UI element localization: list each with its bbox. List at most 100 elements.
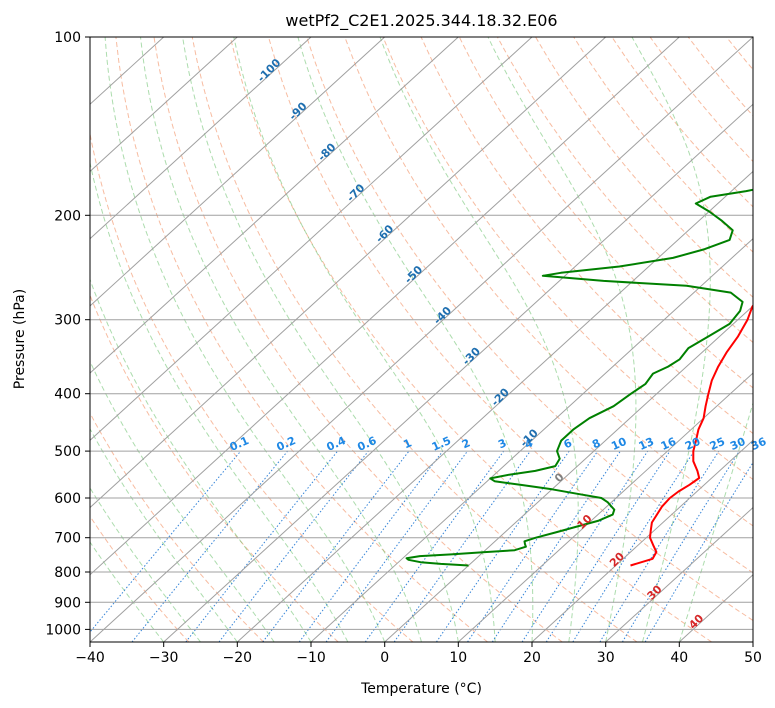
isotherm-label: 20	[607, 549, 627, 569]
dry-adiabat	[535, 37, 753, 298]
isotherm	[90, 37, 680, 576]
y-axis-label: Pressure (hPa)	[12, 289, 28, 389]
x-tick-label: 40	[670, 650, 688, 666]
mixing-ratio-line	[435, 450, 570, 642]
dry-adiabat	[153, 37, 563, 642]
moist-adiabat	[90, 360, 275, 642]
profile-line	[630, 304, 753, 567]
moist-adiabat	[182, 37, 459, 642]
mixing-ratio-line	[572, 450, 695, 642]
dry-adiabat	[726, 37, 753, 71]
mixing-ratio-label: 8	[590, 436, 602, 451]
dry-adiabat	[115, 37, 488, 642]
moist-adiabat	[90, 278, 312, 642]
profile-line	[405, 188, 753, 567]
isotherm	[90, 37, 607, 509]
isotherm	[752, 641, 753, 642]
mixing-ratio-line	[218, 450, 369, 642]
isotherm	[90, 37, 238, 173]
x-tick-label: 0	[380, 650, 389, 666]
moist-adiabat	[233, 37, 496, 642]
mixing-ratio-label: 16	[659, 435, 679, 453]
mixing-ratio-line	[467, 450, 599, 642]
mixing-ratio-line	[262, 450, 410, 642]
isotherm	[163, 103, 753, 642]
mixing-ratio-label: 10	[609, 435, 629, 453]
isotherm-label: -70	[344, 181, 367, 204]
moist-adiabat	[487, 37, 637, 642]
isotherm-label: -60	[373, 222, 396, 245]
dry-adiabat	[90, 412, 264, 642]
y-tick-label: 100	[54, 30, 81, 46]
y-tick-label: 400	[54, 387, 81, 403]
dry-adiabat	[90, 131, 414, 642]
mixing-ratio-line	[364, 450, 505, 642]
dry-adiabat	[573, 37, 753, 253]
isotherm	[384, 305, 753, 642]
x-tick-label: −10	[296, 650, 326, 666]
y-tick-label: 200	[54, 208, 81, 224]
y-tick-label: 300	[54, 313, 81, 329]
y-tick-label: 700	[54, 531, 81, 547]
isotherm-label: -80	[315, 140, 338, 163]
x-tick-label: −20	[223, 650, 253, 666]
series-layer	[405, 188, 753, 567]
isotherm	[457, 372, 753, 642]
x-tick-label: 30	[597, 650, 615, 666]
chart-title: wetPf2_C2E1.2025.344.18.32.E06	[285, 11, 557, 31]
moist-adiabat	[104, 37, 386, 642]
grid-layer	[90, 37, 775, 642]
dry-adiabat	[382, 37, 753, 481]
mixing-ratio-line	[185, 450, 338, 642]
y-tick-label: 500	[54, 444, 81, 460]
y-tick-label: 600	[54, 491, 81, 507]
mixing-ratio-line	[298, 450, 444, 642]
dry-adiabat	[191, 37, 638, 642]
x-tick-label: −30	[149, 650, 179, 666]
dry-adiabat	[306, 37, 753, 574]
isotherm	[90, 37, 386, 307]
isotherm	[236, 170, 753, 642]
mixing-ratio-line	[325, 450, 468, 642]
moist-adiabat	[379, 37, 579, 642]
mixing-ratio-line	[545, 450, 671, 642]
x-tick-label: 20	[523, 650, 541, 666]
isotherm-label: -50	[402, 263, 425, 286]
isotherm	[605, 506, 753, 642]
isotherm	[310, 237, 753, 642]
isotherm-label: -20	[489, 385, 512, 408]
x-tick-label: 50	[744, 650, 762, 666]
dry-adiabat	[649, 37, 753, 163]
mixing-ratio-line	[644, 461, 753, 642]
moist-adiabat	[631, 37, 711, 642]
moist-adiabat	[678, 401, 753, 642]
mixing-ratio-line	[131, 450, 288, 642]
line-labels: 0.1 0.2 0.4 0.6 1 1.5 2 3 4 6 8 10 13 16 20 25 30 36-100-…	[228, 56, 769, 632]
isotherm	[90, 37, 753, 642]
isotherm	[90, 37, 533, 442]
x-tick-label: −40	[75, 650, 105, 666]
mixing-ratio-line	[491, 450, 621, 642]
mixing-ratio-line	[90, 450, 242, 633]
plot-frame	[89, 36, 754, 643]
dry-adiabat	[344, 37, 753, 527]
isotherm	[90, 37, 312, 240]
isotherm	[90, 37, 459, 374]
isotherm	[531, 439, 753, 642]
mixing-ratio-label: 3	[496, 436, 508, 451]
dry-adiabat	[268, 37, 753, 622]
moist-adiabat	[90, 160, 349, 642]
dry-adiabat	[765, 37, 775, 642]
x-tick-label: 10	[449, 650, 467, 666]
mixing-ratio-label: 13	[637, 435, 656, 453]
mixing-ratio-label: 20	[683, 435, 703, 453]
dry-adiabat	[229, 37, 712, 642]
dry-adiabat	[611, 37, 753, 208]
dry-adiabat	[496, 37, 753, 344]
isotherm-label: -40	[431, 304, 454, 327]
mixing-ratio-line	[621, 450, 740, 642]
dry-adiabat	[420, 37, 753, 435]
dry-adiabat	[90, 515, 190, 642]
mixing-ratio-line	[599, 450, 720, 642]
